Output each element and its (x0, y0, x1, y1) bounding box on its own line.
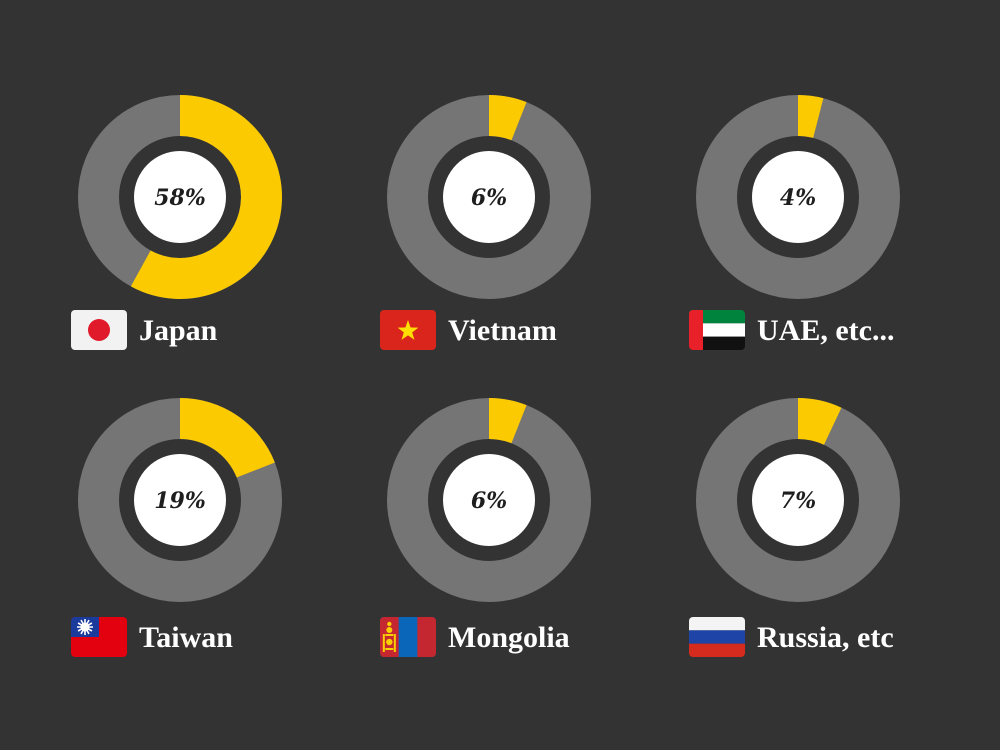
donut-center (752, 454, 844, 546)
country-label-japan: Japan (139, 314, 218, 347)
flag-vietnam-icon (380, 310, 436, 350)
donut-mongolia: 6% Mongolia (380, 398, 591, 657)
donut-vietnam: 6% Vietnam (380, 95, 591, 350)
donut-slice-taiwan (180, 398, 275, 478)
country-label-taiwan: Taiwan (139, 621, 233, 654)
donut-slice-vietnam (489, 95, 527, 141)
country-label-uae: UAE, etc... (757, 314, 894, 347)
country-label-vietnam: Vietnam (448, 314, 557, 347)
donut-center (752, 151, 844, 243)
value-label-taiwan: 19% (154, 488, 206, 514)
donut-slice-japan (130, 94, 283, 299)
country-label-mongolia: Mongolia (448, 621, 570, 654)
value-label-russia: 7% (780, 488, 816, 514)
donut-japan: 58% Japan (71, 94, 283, 350)
donut-center (443, 454, 535, 546)
donut-slice-russia (798, 398, 842, 445)
donut-taiwan: 19% Taiwan (71, 398, 282, 657)
value-label-mongolia: 6% (471, 488, 507, 514)
donut-uae: 4% UAE, etc... (689, 95, 900, 350)
donut-russia: 7% Russia, etc (689, 398, 900, 657)
flag-mongolia-icon (380, 617, 436, 657)
flag-taiwan-icon (71, 617, 127, 657)
donut-center (134, 454, 226, 546)
country-label-russia: Russia, etc (757, 621, 894, 654)
flag-uae-icon (689, 310, 745, 350)
donut-slice-uae (798, 95, 824, 138)
value-label-uae: 4% (780, 185, 816, 211)
flag-japan-icon (71, 310, 127, 350)
donut-center (134, 151, 226, 243)
value-label-japan: 58% (154, 185, 206, 211)
donut-slice-mongolia (489, 398, 527, 444)
flag-russia-icon (689, 617, 745, 657)
donut-center (443, 151, 535, 243)
value-label-vietnam: 6% (471, 185, 507, 211)
